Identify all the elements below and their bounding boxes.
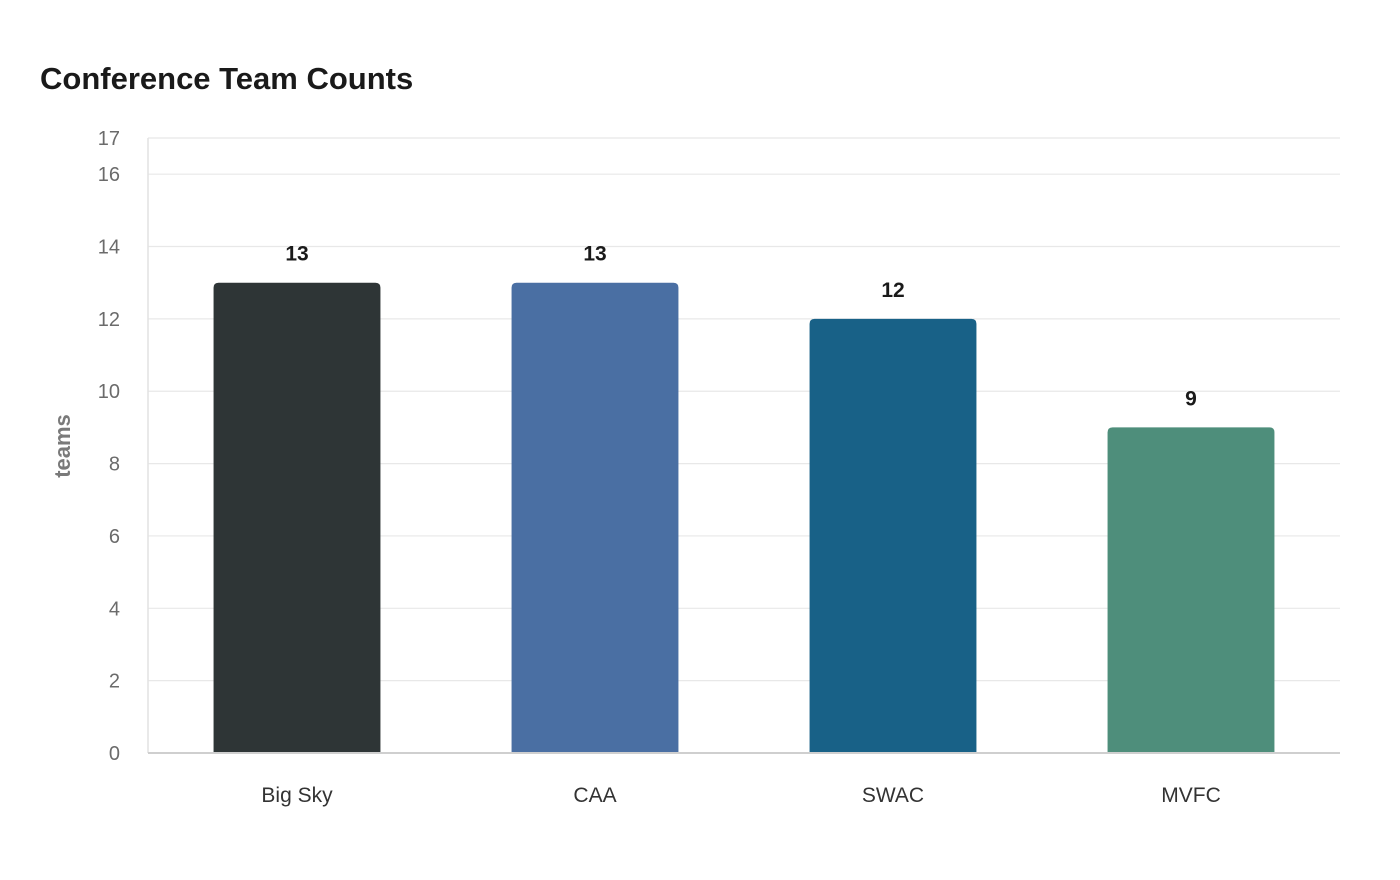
y-tick-label: 14 (98, 237, 120, 259)
y-tick-label: 6 (109, 526, 120, 548)
bar-caa (511, 282, 679, 753)
bar-big-sky (213, 282, 381, 753)
y-tick-label: 16 (98, 164, 120, 186)
y-tick-label: 12 (98, 309, 120, 331)
data-label: 12 (881, 279, 904, 302)
y-tick-label: 17 (98, 128, 120, 150)
y-tick-label: 0 (109, 743, 120, 765)
bars (213, 282, 1275, 753)
y-tick-label: 8 (109, 454, 120, 476)
x-tick-label: Big Sky (261, 784, 333, 807)
data-label: 13 (285, 243, 308, 266)
y-tick-label: 2 (109, 671, 120, 693)
y-axis-ticks: 0 2 4 6 8 10 12 14 16 17 (98, 128, 120, 765)
bar-mvfc (1107, 427, 1275, 753)
y-axis-label: teams (50, 414, 75, 478)
y-tick-label: 10 (98, 381, 120, 403)
x-tick-label: CAA (573, 784, 616, 807)
bar-swac (809, 318, 977, 753)
y-tick-label: 4 (109, 598, 120, 620)
data-label: 9 (1185, 387, 1197, 410)
data-label: 13 (583, 243, 606, 266)
data-labels: 13 13 12 9 (285, 243, 1197, 411)
x-axis-ticks: Big Sky CAA SWAC MVFC (261, 784, 1220, 807)
x-tick-label: MVFC (1161, 784, 1221, 807)
x-tick-label: SWAC (862, 784, 924, 807)
chart-title: Conference Team Counts (40, 61, 414, 96)
